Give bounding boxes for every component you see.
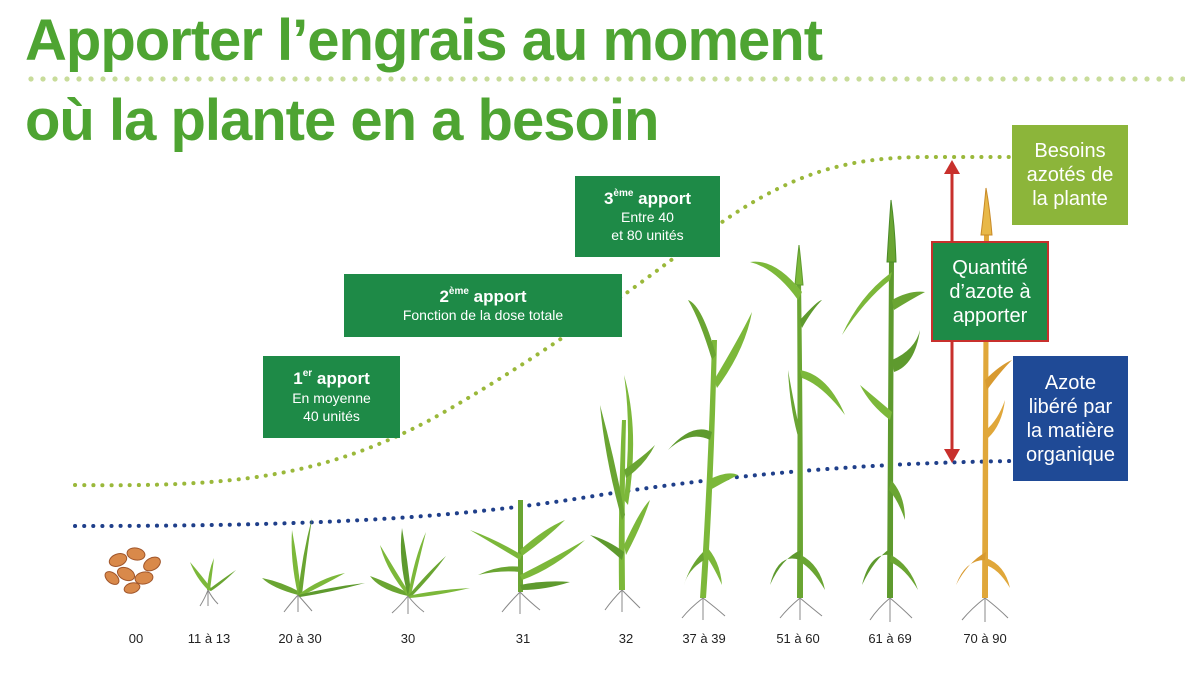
plant-nitrogen-needs-label: Besoins azotés de la plante <box>1012 125 1128 225</box>
page-title-line-1: Apporter l’engrais au moment <box>25 8 823 73</box>
page-title-line-2: où la plante en a besoin <box>25 88 659 153</box>
wheat-stage-32-icon <box>590 375 655 612</box>
second-application-box: 2ème apport Fonction de la dose totale <box>344 274 622 337</box>
wheat-stage-61-69-icon <box>842 199 925 622</box>
stage-label-00: 00 <box>128 631 144 646</box>
stage-label-61-69: 61 à 69 <box>868 631 912 646</box>
stage-label-20-30: 20 à 30 <box>278 631 322 646</box>
plant-nitrogen-needs-curve <box>73 155 1014 488</box>
stage-label-31: 31 <box>515 631 531 646</box>
organic-matter-nitrogen-label: Azote libéré par la matière organique <box>1013 356 1128 481</box>
wheat-stage-31-icon <box>470 500 585 614</box>
nitrogen-to-apply-label: Quantité d’azote à apporter <box>931 241 1049 342</box>
stage-label-32: 32 <box>618 631 634 646</box>
stage-label-51-60: 51 à 60 <box>776 631 820 646</box>
stage-label-37-39: 37 à 39 <box>682 631 726 646</box>
wheat-stage-51-60-icon <box>750 244 845 620</box>
wheat-stage-37-39-icon <box>668 300 752 620</box>
wheat-seeds-icon <box>104 547 161 594</box>
stage-label-70-90: 70 à 90 <box>963 631 1007 646</box>
wheat-stage-30-icon <box>370 528 470 614</box>
wheat-seedling-11-13-icon <box>190 558 236 607</box>
stage-label-30: 30 <box>400 631 416 646</box>
stage-label-11-13: 11 à 13 <box>187 631 231 646</box>
organic-matter-nitrogen-curve <box>73 459 1014 528</box>
third-application-box: 3ème apport Entre 40 et 80 unités <box>575 176 720 257</box>
title-dotted-divider <box>25 76 1185 82</box>
first-application-box: 1er apport En moyenne 40 unités <box>263 356 400 438</box>
wheat-tillering-20-30-icon <box>262 518 365 613</box>
